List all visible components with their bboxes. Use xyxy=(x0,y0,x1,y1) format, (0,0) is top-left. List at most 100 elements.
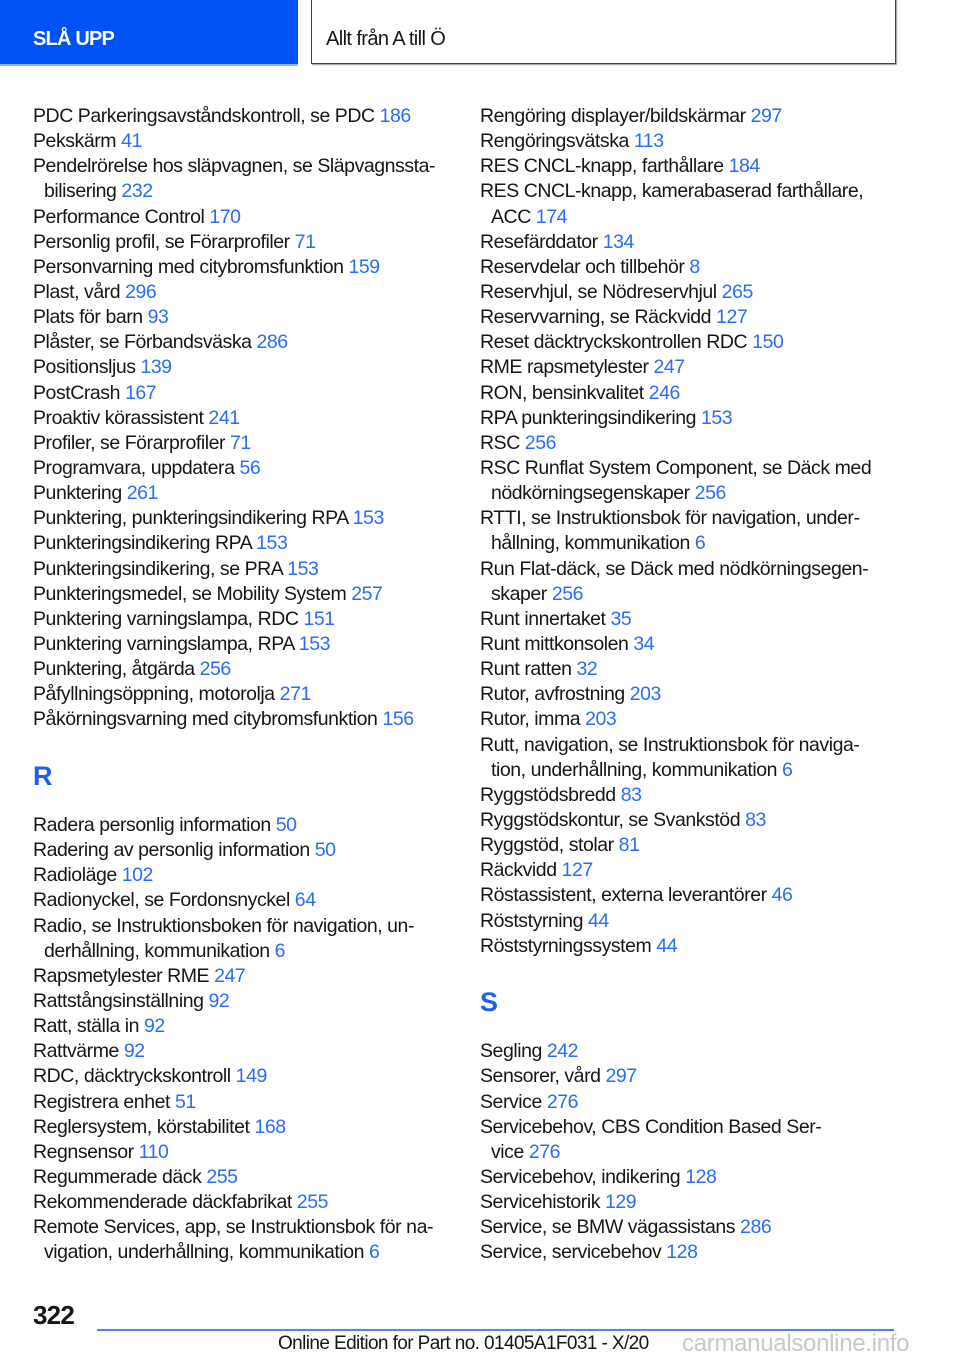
page-link[interactable]: 92 xyxy=(143,1015,165,1038)
page-link[interactable]: 256 xyxy=(551,582,584,605)
page-link[interactable]: 83 xyxy=(620,783,642,806)
page-link[interactable]: 134 xyxy=(602,230,635,253)
page-link[interactable]: 127 xyxy=(716,306,748,329)
page-link[interactable]: 139 xyxy=(140,356,173,379)
index-entry: Rattvärme 92 xyxy=(33,1039,473,1064)
page-link[interactable]: 286 xyxy=(740,1216,772,1239)
page-link[interactable]: 34 xyxy=(633,632,655,655)
page-link[interactable]: 184 xyxy=(728,155,761,178)
page-link[interactable]: 32 xyxy=(576,658,598,681)
index-entry: Påkörningsvarning med citybromsfunktion … xyxy=(33,707,473,732)
page-link[interactable]: 44 xyxy=(656,934,678,957)
page-link[interactable]: 247 xyxy=(653,356,686,379)
page-link[interactable]: 296 xyxy=(125,280,157,303)
page-link[interactable]: 128 xyxy=(685,1165,717,1188)
page-link[interactable]: 93 xyxy=(147,306,169,329)
index-entry-text: Plåster, se Förbandsväska xyxy=(33,331,252,354)
page-link[interactable]: 41 xyxy=(121,130,142,153)
page-link[interactable]: 110 xyxy=(138,1140,169,1163)
index-entry-text: Punktering xyxy=(33,482,122,505)
page-link[interactable]: 256 xyxy=(199,658,232,681)
page-link[interactable]: 255 xyxy=(296,1191,329,1214)
page-link[interactable]: 297 xyxy=(605,1065,638,1088)
page-link[interactable]: 102 xyxy=(121,864,154,887)
page-link[interactable]: 83 xyxy=(745,808,766,831)
page-link[interactable]: 276 xyxy=(528,1140,561,1163)
page-link[interactable]: 6 xyxy=(369,1241,380,1264)
page-link[interactable]: 168 xyxy=(254,1115,286,1138)
index-entry-text: Remote Services, app, se Instruktionsbok… xyxy=(33,1216,434,1239)
page-link[interactable]: 71 xyxy=(294,230,316,253)
page-link[interactable]: 174 xyxy=(535,205,568,228)
page-link[interactable]: 81 xyxy=(618,834,640,857)
page-link[interactable]: 44 xyxy=(587,909,609,932)
page-link[interactable]: 50 xyxy=(275,814,297,837)
index-entry: Rapsmetylester RME 247 xyxy=(33,964,473,989)
page-link[interactable]: 242 xyxy=(546,1040,579,1063)
page-link[interactable]: 286 xyxy=(256,331,289,354)
page-link[interactable]: 6 xyxy=(694,532,706,555)
page-link[interactable]: 129 xyxy=(605,1191,637,1214)
page-link[interactable]: 256 xyxy=(524,431,557,454)
page-link[interactable]: 265 xyxy=(721,280,754,303)
watermark: carmanualsonline.info xyxy=(682,1330,910,1357)
page-link[interactable]: 232 xyxy=(121,180,153,203)
page-link[interactable]: 241 xyxy=(208,406,240,429)
page-link[interactable]: 203 xyxy=(585,708,617,731)
page-link[interactable]: 113 xyxy=(633,130,664,153)
page-link[interactable]: 156 xyxy=(382,708,414,731)
page-link[interactable]: 56 xyxy=(239,456,261,479)
page-link[interactable]: 6 xyxy=(274,939,286,962)
page-link[interactable]: 246 xyxy=(648,381,681,404)
page-link[interactable]: 8 xyxy=(689,255,700,278)
page-link[interactable]: 170 xyxy=(209,205,241,228)
index-entry: Ryggstöd, stolar 81 xyxy=(480,833,920,858)
index-entry: Personvarning med citybromsfunktion 159 xyxy=(33,255,473,280)
page-link[interactable]: 159 xyxy=(348,255,380,278)
page-link[interactable]: 151 xyxy=(303,607,335,630)
index-entry: Servicebehov, indikering 128 xyxy=(480,1165,920,1190)
page-link[interactable]: 257 xyxy=(351,582,383,605)
page-link[interactable]: 128 xyxy=(666,1241,698,1264)
page-link[interactable]: 297 xyxy=(750,105,783,127)
index-entry-text: Servicebehov, indikering xyxy=(480,1165,681,1188)
index-entry-text: Radera personlig information xyxy=(33,814,271,837)
page-link[interactable]: 247 xyxy=(214,964,246,987)
section-title: Allt från A till Ö xyxy=(326,28,446,50)
page-link[interactable]: 255 xyxy=(206,1165,238,1188)
page-link[interactable]: 71 xyxy=(230,431,251,454)
page-link[interactable]: 50 xyxy=(314,839,336,862)
page-link[interactable]: 149 xyxy=(235,1065,268,1088)
page-link[interactable]: 46 xyxy=(771,884,793,907)
page-link[interactable]: 153 xyxy=(256,532,288,555)
index-entry-text: Reservdelar och tillbehör xyxy=(480,255,685,278)
page-link[interactable]: 153 xyxy=(298,632,331,655)
index-entry-text: RPA punkteringsindikering xyxy=(480,406,697,429)
page-link[interactable]: 261 xyxy=(126,482,159,505)
index-entry: PostCrash 167 xyxy=(33,381,473,406)
index-entry: Punktering varningslampa, RDC 151 xyxy=(33,607,473,632)
page-link[interactable]: 127 xyxy=(561,859,594,882)
section-letter-text: S xyxy=(480,986,499,1017)
index-column-right: Rengöring displayer/bildskärmar 297 Rengö… xyxy=(480,104,920,1266)
page-link[interactable]: 35 xyxy=(610,607,632,630)
page-link[interactable]: 186 xyxy=(379,105,412,127)
page-link[interactable]: 167 xyxy=(124,381,157,404)
section-letter: R xyxy=(33,733,473,814)
page-link[interactable]: 153 xyxy=(701,406,733,429)
page-link[interactable]: 92 xyxy=(208,990,230,1012)
page-link[interactable]: 150 xyxy=(752,331,784,354)
page-link[interactable]: 276 xyxy=(546,1090,579,1113)
index-entry: Röstassistent, externa leverantörer 46 xyxy=(480,883,920,908)
page-link[interactable]: 153 xyxy=(287,557,319,580)
page-link[interactable]: 256 xyxy=(694,482,727,505)
index-entry-text: Plast, vård xyxy=(33,280,121,303)
page-link[interactable]: 153 xyxy=(352,507,385,530)
page-link[interactable]: 64 xyxy=(294,889,316,912)
page-link[interactable]: 6 xyxy=(782,758,793,781)
page-link[interactable]: 203 xyxy=(629,683,662,706)
page-link[interactable]: 92 xyxy=(123,1040,145,1063)
page-link[interactable]: 51 xyxy=(174,1090,196,1113)
page-link[interactable]: 271 xyxy=(279,683,312,706)
lookup-tab[interactable]: SLÅ UPP xyxy=(0,0,298,66)
